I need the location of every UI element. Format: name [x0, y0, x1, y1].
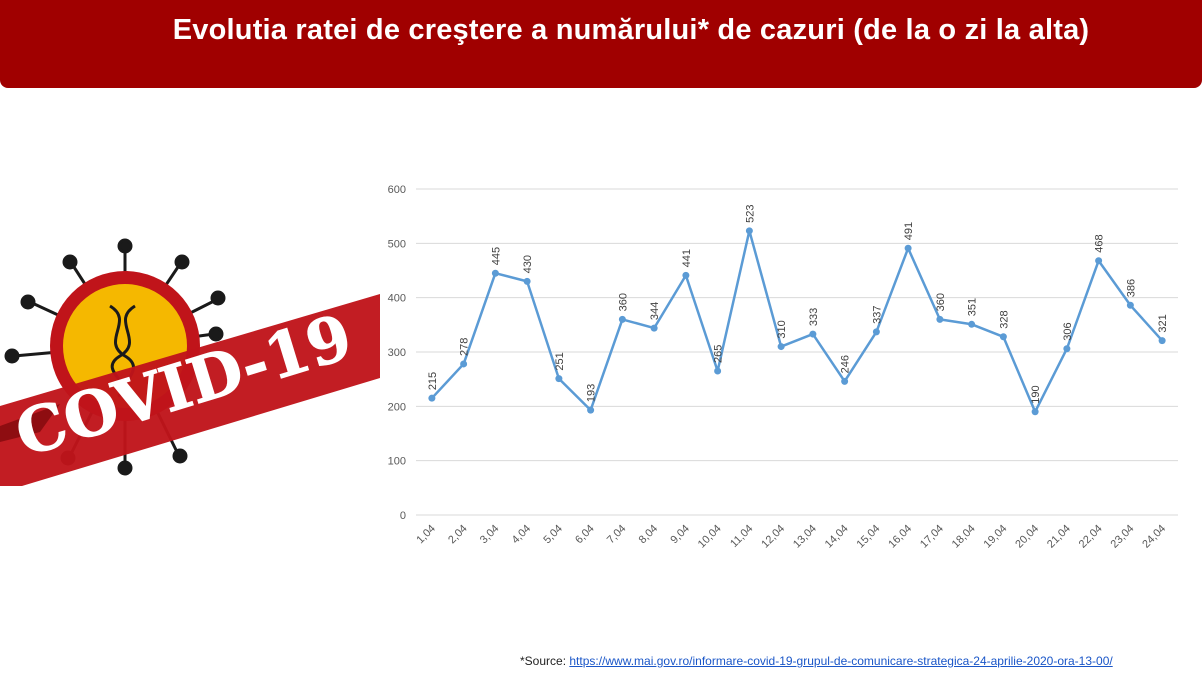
data-point: [650, 324, 658, 332]
page-title: Evolutia ratei de creştere a numărului* …: [172, 14, 1090, 46]
data-label: 333: [808, 308, 820, 326]
line-chart: 0 100 200 300 400 500 600 1,04 2,04 3,04 4,04 5,04 6…: [370, 170, 1190, 580]
data-label: 360: [617, 293, 629, 311]
data-label: 306: [1062, 322, 1074, 340]
data-point: [1158, 337, 1166, 345]
data-point: [1095, 257, 1103, 265]
x-tick-label: 17,04: [918, 523, 946, 551]
x-tick-label: 19,04: [982, 523, 1010, 551]
x-tick-label: 18,04: [950, 523, 978, 551]
data-label: 328: [998, 310, 1010, 328]
y-tick-label: 500: [388, 238, 406, 250]
x-tick-label: 15,04: [855, 523, 883, 551]
data-point: [682, 271, 690, 279]
data-point: [618, 315, 626, 323]
data-point: [936, 315, 944, 323]
data-point: [1031, 408, 1039, 416]
series-line: [430, 229, 1164, 414]
data-point: [555, 375, 563, 383]
data-label: 351: [967, 298, 979, 316]
data-label: 251: [554, 352, 566, 370]
header-banner: Evolutia ratei de creştere a numărului* …: [0, 0, 1202, 88]
y-tick-label: 400: [388, 293, 406, 305]
y-tick-label: 200: [388, 401, 406, 413]
data-label: 246: [840, 355, 852, 373]
x-tick-label: 1,04: [414, 523, 438, 547]
data-point: [904, 244, 912, 252]
data-point: [999, 333, 1007, 341]
data-label: 430: [522, 255, 534, 273]
source-note: *Source: https://www.mai.gov.ro/informar…: [520, 654, 1113, 668]
x-tick-label: 5,04: [541, 523, 565, 547]
data-label: 468: [1094, 234, 1106, 252]
data-label: 310: [776, 320, 788, 338]
y-tick-label: 300: [388, 347, 406, 359]
data-point: [491, 269, 499, 277]
data-point: [777, 343, 785, 351]
data-label: 441: [681, 249, 693, 267]
source-label: *Source:: [520, 654, 570, 668]
data-label: 215: [427, 372, 439, 390]
x-tick-label: 16,04: [886, 523, 914, 551]
data-point: [587, 406, 595, 414]
data-label: 321: [1157, 314, 1169, 332]
data-label: 386: [1125, 279, 1137, 297]
data-label: 491: [903, 222, 915, 240]
data-point: [841, 377, 849, 385]
source-link[interactable]: https://www.mai.gov.ro/informare-covid-1…: [569, 654, 1113, 668]
data-point: [428, 394, 436, 402]
data-label: 523: [744, 204, 756, 222]
y-tick-label: 0: [400, 510, 406, 522]
x-tick-label: 21,04: [1045, 523, 1073, 551]
data-point: [968, 320, 976, 328]
x-tick-label: 7,04: [605, 523, 629, 547]
x-tick-label: 24,04: [1140, 523, 1168, 551]
covid-logo: COVID-19: [0, 236, 380, 486]
data-point: [460, 360, 468, 368]
x-tick-label: 13,04: [791, 523, 819, 551]
y-tick-label: 600: [388, 184, 406, 196]
data-label: 193: [586, 384, 598, 402]
x-tick-label: 10,04: [696, 523, 724, 551]
x-tick-label: 9,04: [668, 523, 692, 547]
data-label: 360: [935, 293, 947, 311]
data-point: [809, 330, 817, 338]
x-tick-label: 20,04: [1013, 523, 1041, 551]
data-label: 445: [490, 247, 502, 265]
x-tick-label: 6,04: [573, 523, 597, 547]
data-point: [1063, 345, 1071, 353]
x-tick-label: 22,04: [1077, 523, 1105, 551]
x-tick-label: 23,04: [1109, 523, 1137, 551]
data-point: [1126, 301, 1134, 309]
x-tick-label: 8,04: [637, 523, 661, 547]
x-tick-label: 2,04: [446, 523, 470, 547]
data-label: 344: [649, 302, 661, 320]
data-label: 278: [459, 338, 471, 356]
y-tick-label: 100: [388, 456, 406, 468]
data-label: 265: [713, 345, 725, 363]
x-tick-label: 4,04: [510, 523, 534, 547]
data-point: [714, 367, 722, 375]
data-label: 337: [871, 306, 883, 324]
x-tick-label: 12,04: [759, 523, 787, 551]
data-point: [872, 328, 880, 336]
data-point: [745, 227, 753, 235]
virus-icon: COVID-19: [0, 238, 380, 486]
data-point: [523, 277, 531, 285]
data-label: 190: [1030, 385, 1042, 403]
x-tick-label: 14,04: [823, 523, 851, 551]
x-tick-label: 3,04: [478, 523, 502, 547]
x-tick-label: 11,04: [728, 523, 755, 550]
